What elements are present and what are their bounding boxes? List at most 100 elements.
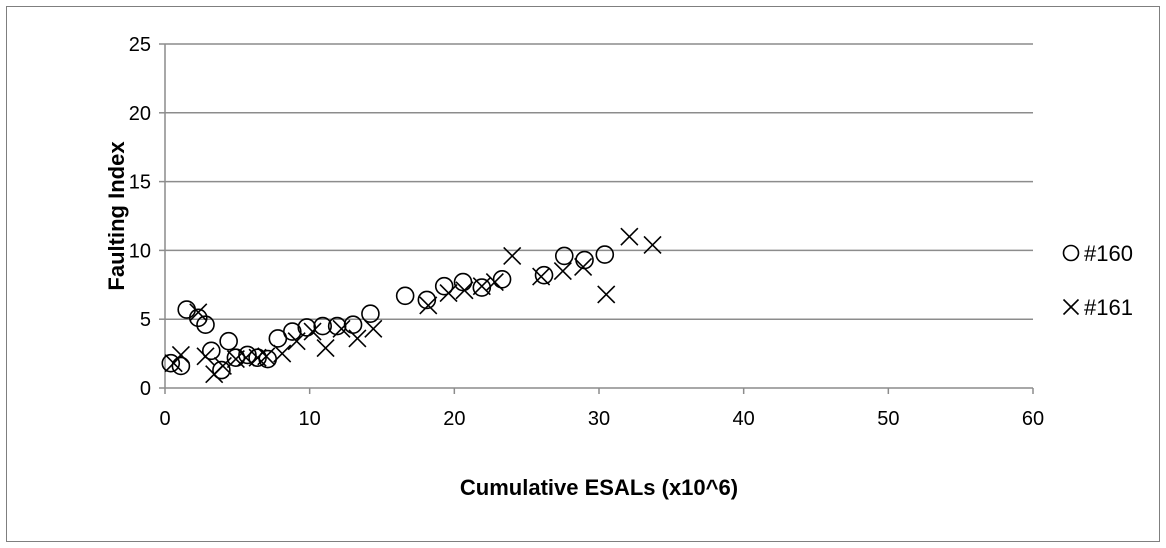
axes	[159, 43, 1034, 394]
legend-circle	[1062, 244, 1080, 262]
point-x-12-stroke-b	[303, 322, 322, 341]
point-x-5-stroke-b	[213, 356, 232, 376]
point-circle-16	[327, 316, 347, 336]
x-tick-label-40: 40	[733, 408, 755, 430]
point-x-21	[485, 272, 504, 292]
point-circle-21	[434, 276, 454, 296]
point-x-25	[574, 257, 593, 276]
point-x-17-stroke-b	[419, 296, 438, 315]
point-x-18	[439, 283, 458, 303]
x-tick-label-10: 10	[299, 408, 321, 430]
point-x-9-stroke-b	[257, 347, 276, 366]
point-x-20-stroke-b	[472, 277, 491, 296]
point-x-10	[273, 344, 292, 363]
point-circle-0	[161, 353, 181, 373]
point-circle-13	[283, 322, 302, 341]
data-points	[161, 227, 662, 384]
point-circle-5	[201, 341, 221, 361]
point-x-21-stroke-b	[485, 272, 504, 292]
point-x-23-stroke-b	[532, 267, 551, 286]
series-0	[161, 245, 615, 380]
point-circle-14	[297, 318, 317, 337]
point-x-17	[419, 296, 438, 315]
point-x-8	[248, 348, 267, 367]
point-x-27-stroke-b	[620, 227, 639, 246]
point-circle-24	[492, 269, 512, 289]
x-tick-label-50: 50	[877, 408, 899, 430]
legend-marker-circle	[1062, 244, 1080, 262]
point-x-24	[553, 261, 572, 281]
x-tick-label-30: 30	[588, 408, 610, 430]
gridlines	[165, 43, 1033, 320]
y-tick-label-5: 5	[140, 309, 151, 331]
legend-marker-x	[1062, 298, 1080, 316]
point-circle-23	[472, 278, 492, 297]
point-circle-25	[534, 265, 554, 285]
legend-x	[1062, 298, 1080, 316]
point-x-5	[213, 356, 232, 376]
point-x-19-stroke-b	[455, 281, 474, 300]
point-x-16-stroke-b	[364, 319, 383, 338]
legend-x-stroke-b	[1062, 298, 1080, 316]
series-1	[164, 227, 662, 384]
legend-item-161: #161	[1062, 295, 1133, 320]
x-axis-title: Cumulative ESALs (x10^6)	[460, 475, 738, 500]
chart-frame	[6, 6, 1160, 542]
point-circle-26	[554, 246, 574, 266]
point-x-11	[287, 332, 306, 351]
point-x-13	[316, 339, 335, 358]
point-circle-28	[595, 245, 615, 264]
point-circle-22	[453, 272, 473, 292]
point-x-26	[597, 285, 616, 304]
point-x-15	[348, 329, 367, 348]
point-x-28-stroke-b	[643, 235, 662, 254]
y-tick-label-0: 0	[140, 378, 151, 400]
x-tick-label-0: 0	[159, 408, 170, 430]
point-circle-18	[361, 304, 380, 323]
y-tick-label-10: 10	[129, 240, 151, 262]
point-x-25-stroke-b	[574, 257, 593, 276]
point-x-2	[189, 303, 208, 322]
x-tick-label-60: 60	[1022, 408, 1044, 430]
point-x-22	[503, 246, 522, 265]
point-circle-19	[395, 286, 415, 306]
point-circle-7	[219, 331, 238, 351]
point-x-12	[303, 322, 322, 341]
y-axis-title: Faulting Index	[104, 141, 129, 291]
legend-label-160: #160	[1084, 241, 1133, 266]
point-x-3-stroke-b	[196, 347, 215, 366]
point-x-3	[196, 347, 215, 366]
point-x-14	[332, 319, 351, 338]
point-x-11-stroke-b	[287, 332, 306, 351]
point-x-23	[532, 267, 551, 286]
point-circle-8	[226, 348, 246, 368]
point-x-14-stroke-b	[332, 319, 351, 338]
point-x-16	[364, 319, 383, 338]
legend: #160 #161	[1062, 241, 1133, 320]
legend-item-160: #160	[1062, 241, 1133, 266]
point-circle-4	[196, 315, 215, 335]
y-tick-label-15: 15	[129, 172, 151, 194]
point-x-1	[171, 345, 190, 365]
point-circle-10	[248, 348, 267, 368]
tick-labels: 0 5 10 15 20 25 0 10 20 30 40 50 60	[129, 34, 1044, 430]
point-circle-6	[212, 360, 231, 380]
point-x-1-stroke-b	[171, 345, 190, 365]
point-x-26-stroke-b	[597, 285, 616, 304]
point-x-20	[472, 277, 491, 296]
point-circle-15	[313, 316, 332, 336]
y-tick-label-20: 20	[129, 103, 151, 125]
point-circle-20	[417, 290, 437, 310]
point-x-13-stroke-b	[316, 339, 335, 358]
point-x-2-stroke-b	[189, 303, 208, 322]
point-x-19	[455, 281, 474, 300]
point-circle-1	[171, 356, 191, 376]
y-tick-label-25: 25	[129, 34, 151, 56]
point-x-15-stroke-b	[348, 329, 367, 348]
point-x-27	[620, 227, 639, 246]
point-x-22-stroke-b	[503, 246, 522, 265]
legend-label-161: #161	[1084, 295, 1133, 320]
point-x-18-stroke-b	[439, 283, 458, 303]
point-x-10-stroke-b	[273, 344, 292, 363]
